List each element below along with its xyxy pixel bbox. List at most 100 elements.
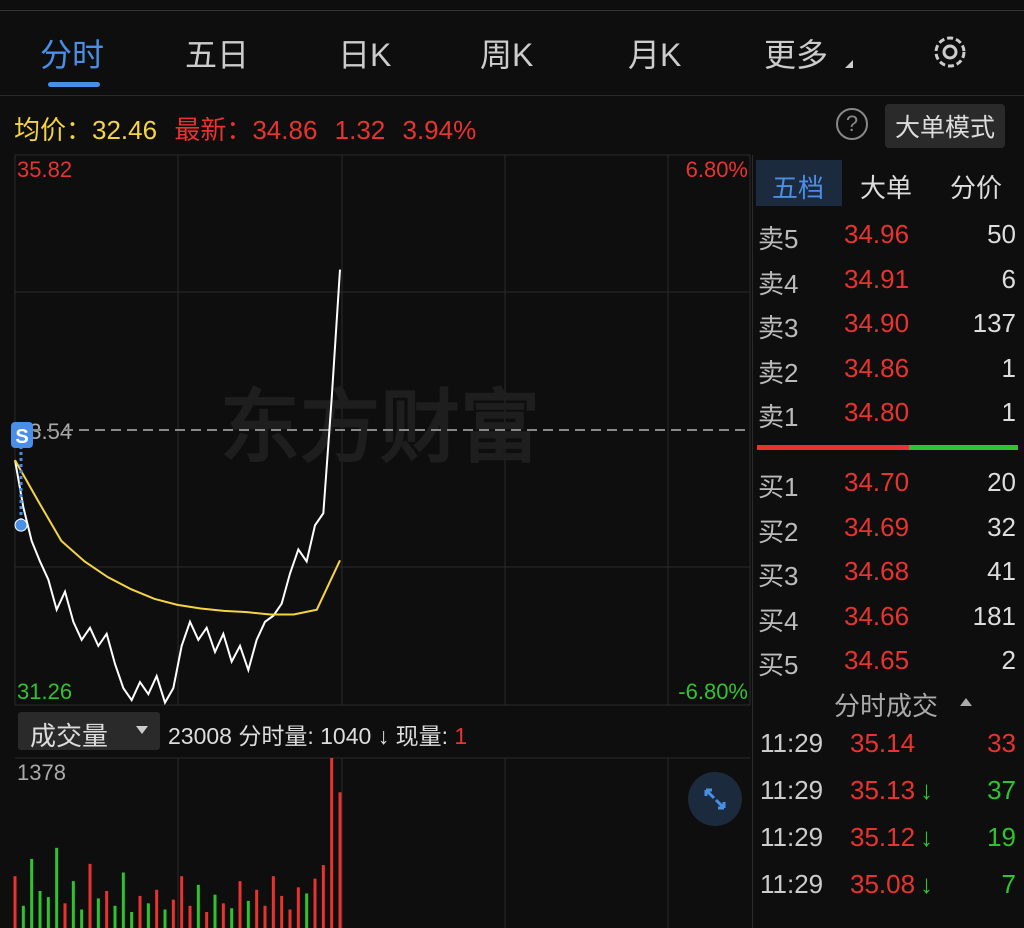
qty: 32	[987, 511, 1016, 542]
volume-bar	[155, 889, 159, 928]
dropdown-icon	[845, 60, 853, 68]
avg: 32.46	[92, 115, 158, 145]
volume-bar	[46, 897, 50, 928]
qty: 7	[1001, 869, 1016, 899]
volume-bar	[288, 909, 292, 928]
book-tab[interactable]: 分价	[950, 173, 1003, 203]
qty: 1	[1001, 397, 1016, 427]
change: 1.32	[334, 115, 386, 145]
price: 35.08	[850, 869, 916, 899]
price: 35.14	[850, 728, 916, 758]
book-tab[interactable]: 大单	[860, 173, 913, 203]
level: 买5	[758, 650, 799, 680]
y-tick-label: 35.82	[17, 157, 72, 182]
volume-bar	[246, 900, 250, 928]
volume-bar	[238, 881, 242, 928]
volume-bar	[338, 792, 342, 928]
volume-bar	[146, 903, 150, 928]
volume-bar	[263, 905, 267, 928]
qty: 37	[987, 775, 1016, 805]
volume-bar	[330, 758, 334, 928]
price: 34.66	[844, 600, 910, 631]
volume-bar	[321, 865, 325, 928]
change-pct: 3.94%	[402, 115, 477, 145]
level: 卖5	[758, 224, 799, 254]
marker-badge	[11, 422, 33, 448]
marker-dot	[14, 518, 28, 532]
tab[interactable]: 周K	[480, 37, 534, 73]
qty: 2	[1001, 645, 1016, 675]
price: 34.68	[844, 556, 910, 586]
volume-bar	[96, 898, 100, 928]
volume-bar	[305, 893, 309, 928]
mode-button[interactable]: 大单模式	[885, 104, 1006, 148]
volume-bar	[105, 890, 109, 928]
time: 11:29	[760, 728, 824, 758]
volume-bar	[230, 908, 234, 928]
tab[interactable]: 更多	[764, 37, 829, 73]
volume-bar	[55, 847, 59, 928]
volume-bar	[188, 905, 192, 928]
volume-bar	[30, 858, 34, 928]
volume-bar	[13, 876, 17, 928]
volume-bar	[38, 890, 42, 928]
now: 1	[454, 723, 468, 749]
tab[interactable]: 月K	[628, 37, 682, 73]
price: 34.69	[844, 511, 910, 542]
tab[interactable]: 分时	[40, 37, 105, 73]
price: 34.70	[844, 467, 910, 497]
qty: 20	[987, 467, 1016, 497]
book-tab[interactable]: 五档	[772, 173, 825, 203]
price: 34.91	[844, 263, 910, 294]
y-tick-label: 1378	[17, 760, 66, 785]
dropdown-icon	[136, 726, 148, 734]
qty: 50	[987, 219, 1016, 249]
minute-label: 分时量:	[238, 723, 314, 749]
volume-bar	[113, 905, 117, 928]
level: 卖2	[758, 357, 799, 388]
tab[interactable]: 日K	[338, 37, 392, 73]
last: 34.86	[252, 115, 318, 145]
bid-bar	[909, 445, 1018, 450]
volume-info: 23008 分时量: 1040 ↓ 现量: 1	[168, 717, 467, 751]
qty: 33	[987, 728, 1016, 758]
grid	[14, 154, 751, 928]
book-tab-bg	[756, 160, 842, 206]
y-tick-label: 31.26	[17, 679, 72, 704]
divider	[752, 155, 753, 928]
tab-indicator	[48, 82, 100, 87]
divider	[0, 10, 1024, 11]
level: 买3	[758, 561, 799, 591]
time: 11:29	[760, 869, 824, 899]
volume-bar	[121, 872, 125, 928]
settings-icon[interactable]	[930, 32, 970, 72]
line-price	[14, 269, 341, 706]
volume-bar	[296, 887, 300, 928]
level: 买4	[758, 605, 799, 636]
volume-bar	[313, 878, 317, 928]
arrow: ↓	[920, 869, 933, 899]
volume-bar	[205, 911, 209, 928]
expand-button[interactable]	[688, 772, 742, 826]
price: 34.86	[844, 352, 910, 383]
ask-bar	[757, 445, 909, 450]
volume-selector[interactable]: 成交量	[18, 712, 160, 751]
volume-bar	[180, 876, 184, 928]
time: 11:29	[760, 775, 824, 805]
price: 34.96	[844, 219, 910, 249]
volume-bar	[171, 899, 175, 928]
qty: 137	[972, 308, 1016, 338]
volume-bar	[130, 911, 134, 928]
time: 11:29	[760, 822, 824, 852]
qty: 19	[987, 822, 1016, 852]
level: 买1	[758, 472, 799, 502]
volume-bar	[88, 863, 92, 928]
pct-label: 6.80%	[686, 157, 748, 182]
help-icon[interactable]: ?	[836, 108, 868, 140]
collapse-icon	[960, 698, 972, 706]
volume-bar	[80, 909, 84, 928]
arrow: ↓	[377, 723, 390, 749]
minute: 1040	[320, 723, 372, 749]
volume-bar	[63, 903, 67, 928]
tab[interactable]: 五日	[185, 37, 250, 73]
